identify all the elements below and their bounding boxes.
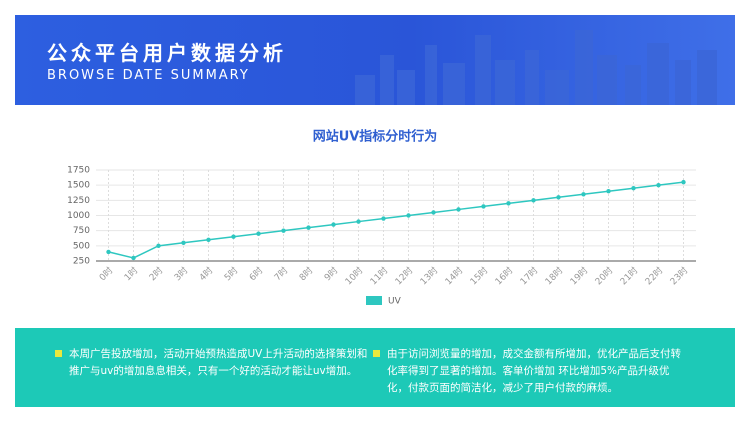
x-tick-label: 12时 — [392, 264, 415, 287]
point — [156, 243, 161, 249]
point — [556, 195, 561, 200]
point — [606, 189, 611, 194]
point — [231, 234, 236, 239]
point — [106, 249, 111, 255]
point — [656, 182, 661, 188]
page-title: 公众平台用户数据分析 — [47, 41, 287, 65]
x-tick-label: 18时 — [542, 264, 565, 287]
point — [181, 240, 186, 245]
y-tick-label: 750 — [73, 226, 90, 236]
x-tick-label: 3时 — [171, 264, 190, 283]
point — [131, 255, 136, 261]
point — [356, 219, 361, 224]
point — [431, 210, 436, 215]
x-tick-label: 17时 — [517, 264, 540, 287]
point — [306, 225, 311, 230]
point — [206, 237, 211, 242]
point — [406, 213, 411, 218]
x-tick-label: 14时 — [442, 264, 465, 287]
y-tick-label: 1000 — [67, 211, 90, 221]
point — [331, 222, 336, 227]
point — [481, 204, 486, 209]
x-tick-label: 10时 — [342, 264, 365, 287]
x-tick-label: 11时 — [367, 264, 390, 287]
y-tick-label: 1750 — [67, 166, 90, 176]
x-tick-label: 16时 — [492, 264, 515, 287]
point — [531, 198, 536, 203]
skyline — [355, 30, 717, 105]
y-tick-label: 1500 — [67, 181, 90, 191]
x-tick-label: 13时 — [417, 264, 440, 287]
line — [108, 181, 684, 259]
x-tick-label: 21时 — [617, 264, 640, 287]
x-tick-label: 8时 — [296, 264, 315, 283]
x-tick-label: 0时 — [96, 264, 115, 283]
x-tick-label: 7时 — [271, 264, 290, 283]
point — [456, 207, 461, 212]
y-tick-label: 1250 — [67, 196, 90, 206]
x-tick-label: 9时 — [321, 264, 340, 283]
note: 由于访问浏览量的增加，成交金额有所增加，优化产品后支付转化率得到了显著的增加。客… — [373, 346, 687, 397]
x-tick-label: 19时 — [567, 264, 590, 287]
x-tick-label: 2时 — [146, 264, 165, 283]
x-tick-label: 22时 — [642, 264, 665, 287]
point — [256, 231, 261, 236]
x-tick-label: 4时 — [196, 264, 215, 283]
chart: 网站UV指标分时行为 250 500 750 1000 1250 1500 1750 0时 1时… — [67, 129, 696, 307]
point — [381, 216, 386, 221]
note: 本周广告投放增加，活动开始预热造成UV上升活动的选择策划和推广与uv的增加息息相… — [55, 346, 369, 380]
legend-swatch — [366, 296, 382, 305]
x-tick-label: 1时 — [121, 264, 140, 283]
x-tick-label: 23时 — [667, 264, 690, 287]
x-tick-label: 6时 — [246, 264, 265, 283]
chart-title: 网站UV指标分时行为 — [313, 129, 438, 145]
y-tick-label: 500 — [73, 241, 90, 251]
point — [281, 228, 286, 233]
y-tick-label: 250 — [73, 257, 90, 267]
header-banner: 公众平台用户数据分析 BROWSE DATE SUMMARY — [15, 15, 735, 105]
x-tick-label: 5时 — [221, 264, 240, 283]
point — [681, 179, 686, 185]
notes-panel: 本周广告投放增加，活动开始预热造成UV上升活动的选择策划和推广与uv的增加息息相… — [15, 328, 735, 407]
legend-label: UV — [388, 297, 402, 307]
page-subtitle: BROWSE DATE SUMMARY — [47, 68, 250, 83]
point — [631, 186, 636, 191]
x-tick-label: 15时 — [467, 264, 490, 287]
point — [506, 201, 511, 206]
point — [581, 192, 586, 197]
x-tick-label: 20时 — [592, 264, 615, 287]
